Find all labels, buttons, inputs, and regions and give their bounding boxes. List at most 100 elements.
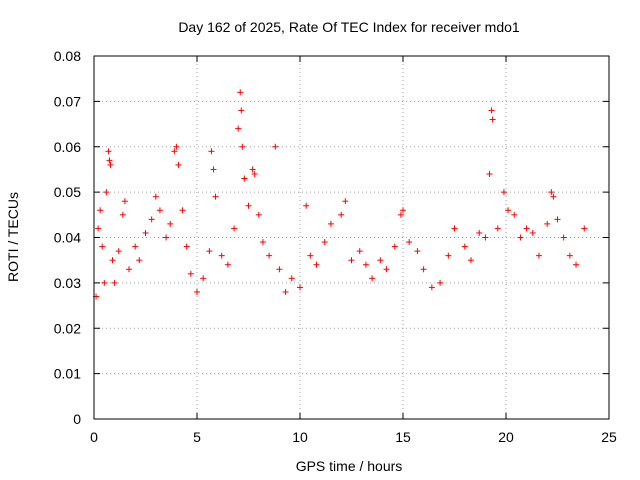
data-point — [282, 288, 289, 295]
data-point — [494, 225, 501, 232]
y-tick-label: 0 — [73, 411, 81, 427]
data-point — [156, 207, 163, 214]
data-point — [303, 202, 310, 209]
data-point — [106, 157, 113, 164]
data-point — [187, 270, 194, 277]
data-points — [93, 89, 588, 300]
chart-title: Day 162 of 2025, Rate Of TEC Index for r… — [178, 19, 520, 35]
y-tick-label: 0.01 — [54, 366, 81, 382]
x-tick-label: 15 — [395, 429, 411, 445]
data-point — [119, 211, 126, 218]
data-point — [132, 243, 139, 250]
data-point — [445, 252, 452, 259]
data-point — [126, 266, 133, 273]
data-point — [573, 261, 580, 268]
y-tick-label: 0.06 — [54, 139, 81, 155]
data-point — [505, 207, 512, 214]
y-tick-label: 0.05 — [54, 184, 81, 200]
data-point — [239, 143, 246, 150]
data-point — [327, 220, 334, 227]
data-point — [461, 243, 468, 250]
data-point — [377, 257, 384, 264]
data-point — [238, 107, 245, 114]
grid-lines — [94, 56, 609, 419]
data-point — [103, 189, 110, 196]
data-point — [235, 125, 242, 132]
x-tick-label: 20 — [498, 429, 514, 445]
y-axis-label: ROTI / TECUs — [5, 192, 21, 282]
data-point — [173, 143, 180, 150]
data-point — [517, 234, 524, 241]
data-point — [548, 189, 555, 196]
data-point — [212, 193, 219, 200]
data-point — [523, 225, 530, 232]
data-point — [511, 211, 518, 218]
data-point — [231, 225, 238, 232]
data-point — [400, 207, 406, 214]
data-point — [121, 198, 128, 205]
data-point — [218, 252, 225, 259]
x-tick-label: 25 — [601, 429, 617, 445]
data-point — [321, 239, 328, 246]
data-point — [276, 266, 283, 273]
data-point — [489, 116, 496, 123]
data-point — [535, 252, 542, 259]
data-point — [348, 257, 355, 264]
data-point — [237, 89, 244, 96]
data-point — [142, 229, 149, 236]
data-point — [383, 266, 390, 273]
data-point — [437, 279, 444, 286]
data-point — [101, 279, 108, 286]
data-point — [183, 243, 190, 250]
x-tick-label: 0 — [90, 429, 98, 445]
data-point — [550, 193, 557, 200]
data-point — [259, 239, 266, 246]
data-point — [163, 234, 170, 241]
axis-ticks — [93, 55, 610, 420]
data-point — [362, 261, 369, 268]
data-point — [406, 239, 413, 246]
x-axis-tick-labels: 0 5 10 15 20 25 — [90, 429, 617, 445]
data-point — [428, 284, 435, 291]
data-point — [297, 284, 303, 291]
data-point — [467, 257, 474, 264]
data-point — [99, 243, 106, 250]
data-point — [105, 148, 112, 155]
data-point — [529, 229, 536, 236]
data-point — [482, 234, 489, 241]
data-point — [179, 207, 186, 214]
y-tick-label: 0.04 — [54, 230, 81, 246]
data-point — [313, 261, 320, 268]
data-point — [414, 248, 421, 255]
data-point — [272, 143, 279, 150]
data-point — [245, 202, 252, 209]
data-point — [171, 148, 178, 155]
data-point — [148, 216, 155, 223]
data-point — [554, 216, 561, 223]
data-point — [115, 248, 122, 255]
data-point — [136, 257, 143, 264]
data-point — [194, 288, 200, 295]
data-point — [224, 261, 231, 268]
data-point — [111, 279, 118, 286]
data-point — [581, 225, 588, 232]
data-point — [109, 257, 116, 264]
data-point — [369, 275, 376, 282]
data-point — [107, 161, 114, 168]
data-point — [397, 211, 404, 218]
x-axis-label: GPS time / hours — [296, 458, 403, 474]
data-point — [338, 211, 345, 218]
data-point — [500, 189, 507, 196]
data-point — [152, 193, 159, 200]
data-point — [241, 175, 248, 182]
data-point — [210, 166, 217, 173]
data-point — [391, 243, 398, 250]
data-point — [251, 170, 258, 177]
data-point — [97, 207, 104, 214]
data-point — [560, 234, 567, 241]
data-point — [249, 166, 256, 173]
data-point — [95, 225, 102, 232]
data-point — [206, 248, 213, 255]
data-point — [566, 252, 573, 259]
